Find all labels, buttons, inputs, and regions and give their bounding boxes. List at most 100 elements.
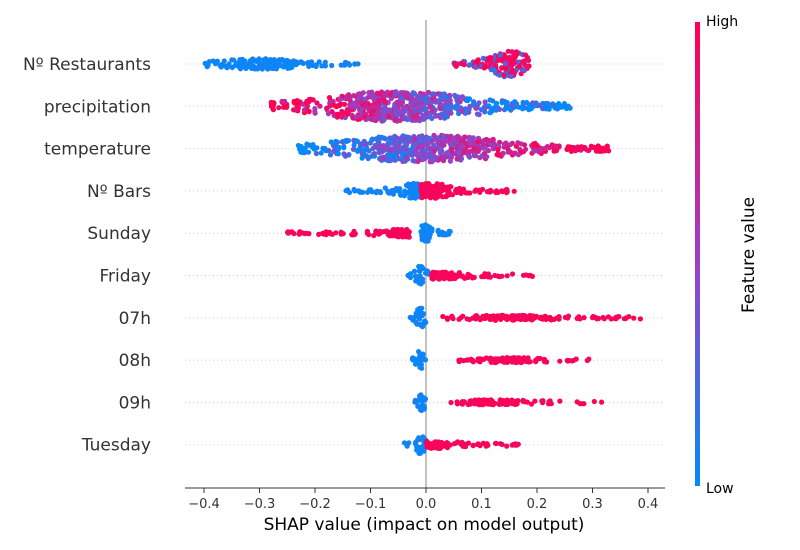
shap-point <box>304 141 310 147</box>
shap-point <box>414 447 420 453</box>
shap-point <box>456 185 463 192</box>
shap-point <box>504 273 510 279</box>
shap-point <box>402 139 408 145</box>
shap-point <box>621 316 628 322</box>
shap-point <box>371 96 378 102</box>
shap-point <box>456 108 462 114</box>
shap-point <box>350 101 357 107</box>
shap-point <box>504 397 510 403</box>
shap-point <box>589 144 595 150</box>
shap-point <box>445 104 451 110</box>
shap-point <box>370 108 377 114</box>
shap-point <box>306 63 312 69</box>
shap-point <box>255 58 261 64</box>
shap-point <box>466 154 473 160</box>
shap-point <box>507 54 513 60</box>
shap-point <box>365 155 371 162</box>
shap-point <box>510 358 516 364</box>
shap-point <box>520 106 526 112</box>
shap-point <box>512 99 518 105</box>
shap-point <box>414 193 420 199</box>
shap-point <box>417 321 423 327</box>
shap-point <box>557 358 563 364</box>
shap-point <box>546 145 553 151</box>
shap-point <box>238 62 244 68</box>
x-tick-label: −0.4 <box>188 497 220 512</box>
shap-point <box>412 361 419 367</box>
shap-point <box>458 190 464 196</box>
shap-point <box>414 189 420 195</box>
shap-point <box>585 147 591 154</box>
shap-point <box>481 272 487 278</box>
shap-point <box>343 188 349 194</box>
shap-point <box>430 144 436 150</box>
shap-point <box>294 98 300 104</box>
shap-point <box>497 56 503 63</box>
shap-point <box>493 63 499 69</box>
shap-point <box>470 359 476 365</box>
shap-point <box>350 146 356 152</box>
shap-point <box>368 116 374 122</box>
shap-point <box>482 99 488 105</box>
shap-point <box>306 108 312 114</box>
shap-point <box>366 148 372 154</box>
shap-point <box>492 314 498 320</box>
beeswarm-points <box>202 48 644 456</box>
shap-point <box>419 365 425 371</box>
shap-point <box>382 92 388 98</box>
feature-label: precipitation <box>44 97 151 117</box>
shap-point <box>480 313 486 319</box>
x-ticks: −0.4 −0.3 −0.2 −0.1 0.0 0.1 0.2 0.3 0.4 <box>188 488 658 512</box>
shap-point <box>431 270 437 276</box>
shap-point <box>400 154 406 160</box>
shap-point <box>427 104 433 110</box>
shap-point <box>443 193 449 199</box>
shap-point <box>599 399 605 405</box>
shap-point <box>511 317 517 323</box>
shap-point <box>529 142 535 149</box>
shap-point <box>285 64 291 70</box>
shap-point <box>314 100 320 106</box>
shap-point <box>539 398 545 404</box>
shap-point <box>480 55 486 62</box>
shap-point <box>456 150 462 156</box>
shap-point <box>459 94 465 100</box>
shap-point <box>341 145 347 151</box>
shap-point <box>282 98 288 104</box>
colorbar-title: Feature value <box>739 197 759 313</box>
shap-point <box>556 101 562 107</box>
shap-point <box>586 356 592 362</box>
shap-point <box>402 105 408 111</box>
shap-point <box>447 158 453 164</box>
shap-point <box>472 397 478 403</box>
shap-point <box>263 62 269 68</box>
shap-point <box>520 272 527 278</box>
shap-point <box>392 91 398 98</box>
shap-point <box>309 144 315 150</box>
shap-point <box>476 100 482 106</box>
shap-point <box>545 315 551 322</box>
x-tick-label: −0.3 <box>244 497 276 512</box>
shap-point <box>420 156 426 162</box>
shap-point <box>441 154 448 161</box>
shap-point <box>440 313 446 320</box>
x-axis: −0.4 −0.3 −0.2 −0.1 0.0 0.1 0.2 0.3 0.4 SHAP val… <box>185 487 665 535</box>
shap-point <box>377 113 383 119</box>
shap-point <box>422 115 428 121</box>
shap-point <box>440 232 446 238</box>
shap-point <box>357 189 363 195</box>
shap-point <box>371 151 377 157</box>
shap-point <box>316 231 322 237</box>
shap-point <box>342 153 348 159</box>
shap-point <box>247 58 253 64</box>
shap-point <box>412 357 418 363</box>
shap-point <box>527 316 533 322</box>
shap-point <box>599 147 605 153</box>
shap-point <box>313 62 319 68</box>
shap-point <box>269 101 275 107</box>
shap-point <box>388 96 394 102</box>
shap-point <box>424 153 430 159</box>
shap-point <box>487 274 493 280</box>
shap-point <box>416 307 423 313</box>
